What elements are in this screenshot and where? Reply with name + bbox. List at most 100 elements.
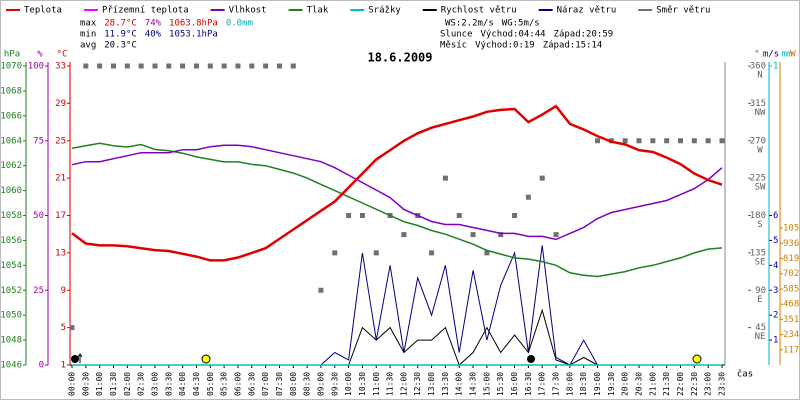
y-tick-label: 234 bbox=[783, 330, 799, 340]
x-tick-label: 20:00 bbox=[621, 372, 630, 396]
x-tick-label: 02:00 bbox=[123, 372, 132, 396]
axis-unit: hPa bbox=[4, 50, 20, 60]
y-tick-label: 1 bbox=[773, 62, 778, 72]
y-tick-label: 45 bbox=[755, 323, 766, 333]
x-tick-label: 19:30 bbox=[607, 372, 616, 396]
stat-text: 74% bbox=[145, 19, 162, 29]
direction-dot bbox=[498, 232, 504, 238]
compass-label: SE bbox=[755, 257, 766, 267]
direction-dot bbox=[290, 63, 296, 69]
x-tick-label: 15:30 bbox=[496, 372, 505, 396]
x-tick-label: 07:30 bbox=[275, 372, 284, 396]
y-tick-label: 1068 bbox=[0, 86, 22, 96]
direction-dot bbox=[456, 213, 462, 218]
direction-dot bbox=[138, 63, 144, 69]
stat-text: WS:2.2m/s bbox=[445, 19, 494, 29]
x-tick-label: 06:30 bbox=[247, 372, 256, 396]
y-tick-label: 1056 bbox=[0, 236, 22, 246]
direction-dot bbox=[249, 63, 255, 69]
direction-dot bbox=[83, 63, 89, 69]
x-tick-label: 11:00 bbox=[372, 372, 381, 396]
y-tick-label: 9 bbox=[61, 286, 66, 296]
x-tick-label: 18:00 bbox=[565, 372, 574, 396]
stat-text: 40% bbox=[145, 30, 162, 40]
y-tick-label: 351 bbox=[783, 315, 799, 325]
direction-dot bbox=[193, 63, 199, 69]
stat-text: 1063.8hPa bbox=[169, 19, 218, 29]
x-tick-label: 16:30 bbox=[524, 372, 533, 396]
series-line bbox=[71, 144, 723, 241]
direction-dot bbox=[235, 63, 241, 69]
x-tick-label: 03:00 bbox=[150, 372, 159, 396]
direction-dot bbox=[650, 138, 656, 144]
y-tick-label: 180 bbox=[750, 211, 766, 221]
y-tick-label: 135 bbox=[750, 248, 766, 258]
axis-unit: °C bbox=[57, 50, 68, 60]
x-tick-label: 01:30 bbox=[109, 372, 118, 396]
y-tick-label: 100 bbox=[28, 62, 44, 72]
y-tick-label: 702 bbox=[783, 269, 799, 279]
y-tick-label: 585 bbox=[783, 284, 799, 294]
x-tick-label: 13:00 bbox=[427, 372, 436, 396]
x-tick-label: 22:00 bbox=[676, 372, 685, 396]
x-tick-label: 04:00 bbox=[178, 372, 187, 396]
x-tick-label: 17:30 bbox=[552, 372, 561, 396]
x-tick-label: 08:00 bbox=[289, 372, 298, 396]
moon-set-icon bbox=[527, 355, 535, 363]
stat-text: 11.9°C bbox=[104, 30, 137, 40]
x-tick-label: 19:00 bbox=[593, 372, 602, 396]
x-tick-label: 05:30 bbox=[220, 372, 229, 396]
y-tick-label: 2 bbox=[773, 311, 778, 321]
y-tick-label: 1054 bbox=[0, 261, 22, 271]
sunrise-icon bbox=[201, 354, 211, 364]
stat-text: Měsíc bbox=[440, 41, 467, 51]
y-tick-label: 819 bbox=[783, 254, 799, 264]
direction-dot bbox=[69, 325, 75, 331]
stat-text: Slunce bbox=[440, 30, 473, 40]
y-tick-label: 360 bbox=[750, 62, 766, 72]
x-tick-label: 23:30 bbox=[718, 372, 727, 396]
direction-dot bbox=[525, 194, 531, 200]
y-tick-label: 1066 bbox=[0, 111, 22, 121]
series-line bbox=[71, 104, 723, 262]
direction-dot bbox=[484, 250, 490, 256]
stat-text: Západ:20:59 bbox=[554, 30, 614, 40]
y-tick-label: 1060 bbox=[0, 186, 22, 196]
y-tick-label: 1046 bbox=[0, 361, 22, 371]
legend-label: Tlak bbox=[307, 6, 329, 16]
legend-label: Teplota bbox=[24, 6, 62, 16]
axis-unit: % bbox=[37, 50, 43, 60]
y-tick-label: 21 bbox=[55, 174, 66, 184]
direction-dot bbox=[263, 63, 269, 69]
x-tick-label: 20:30 bbox=[635, 372, 644, 396]
y-tick-label: 1064 bbox=[0, 136, 22, 146]
direction-dot bbox=[553, 232, 559, 238]
y-tick-label: 17 bbox=[55, 211, 66, 221]
x-tick-label: 08:30 bbox=[303, 372, 312, 396]
legend-label: Směr větru bbox=[656, 6, 710, 16]
chart-title: 18.6.2009 bbox=[367, 51, 432, 65]
sunset-icon bbox=[692, 354, 702, 364]
y-tick-label: 75 bbox=[33, 136, 44, 146]
compass-label: S bbox=[757, 220, 762, 230]
direction-dot bbox=[221, 63, 227, 69]
y-tick-label: 6 bbox=[773, 211, 778, 221]
x-axis-label: čas bbox=[737, 369, 753, 380]
y-tick-label: 5 bbox=[61, 323, 66, 333]
axis-unit: m/s bbox=[763, 50, 779, 60]
direction-dot bbox=[401, 232, 407, 238]
x-tick-label: 04:30 bbox=[192, 372, 201, 396]
direction-dot bbox=[622, 138, 628, 144]
y-tick-label: 1 bbox=[773, 336, 778, 346]
stat-text: avg bbox=[80, 41, 96, 51]
direction-dot bbox=[346, 213, 352, 218]
x-tick-label: 12:00 bbox=[399, 372, 408, 396]
x-tick-label: 14:00 bbox=[455, 372, 464, 396]
stat-text: max bbox=[80, 19, 97, 29]
x-tick-label: 13:30 bbox=[441, 372, 450, 396]
direction-dot bbox=[276, 63, 282, 69]
y-tick-label: 1053 bbox=[783, 224, 800, 234]
stat-text: min bbox=[80, 30, 96, 40]
